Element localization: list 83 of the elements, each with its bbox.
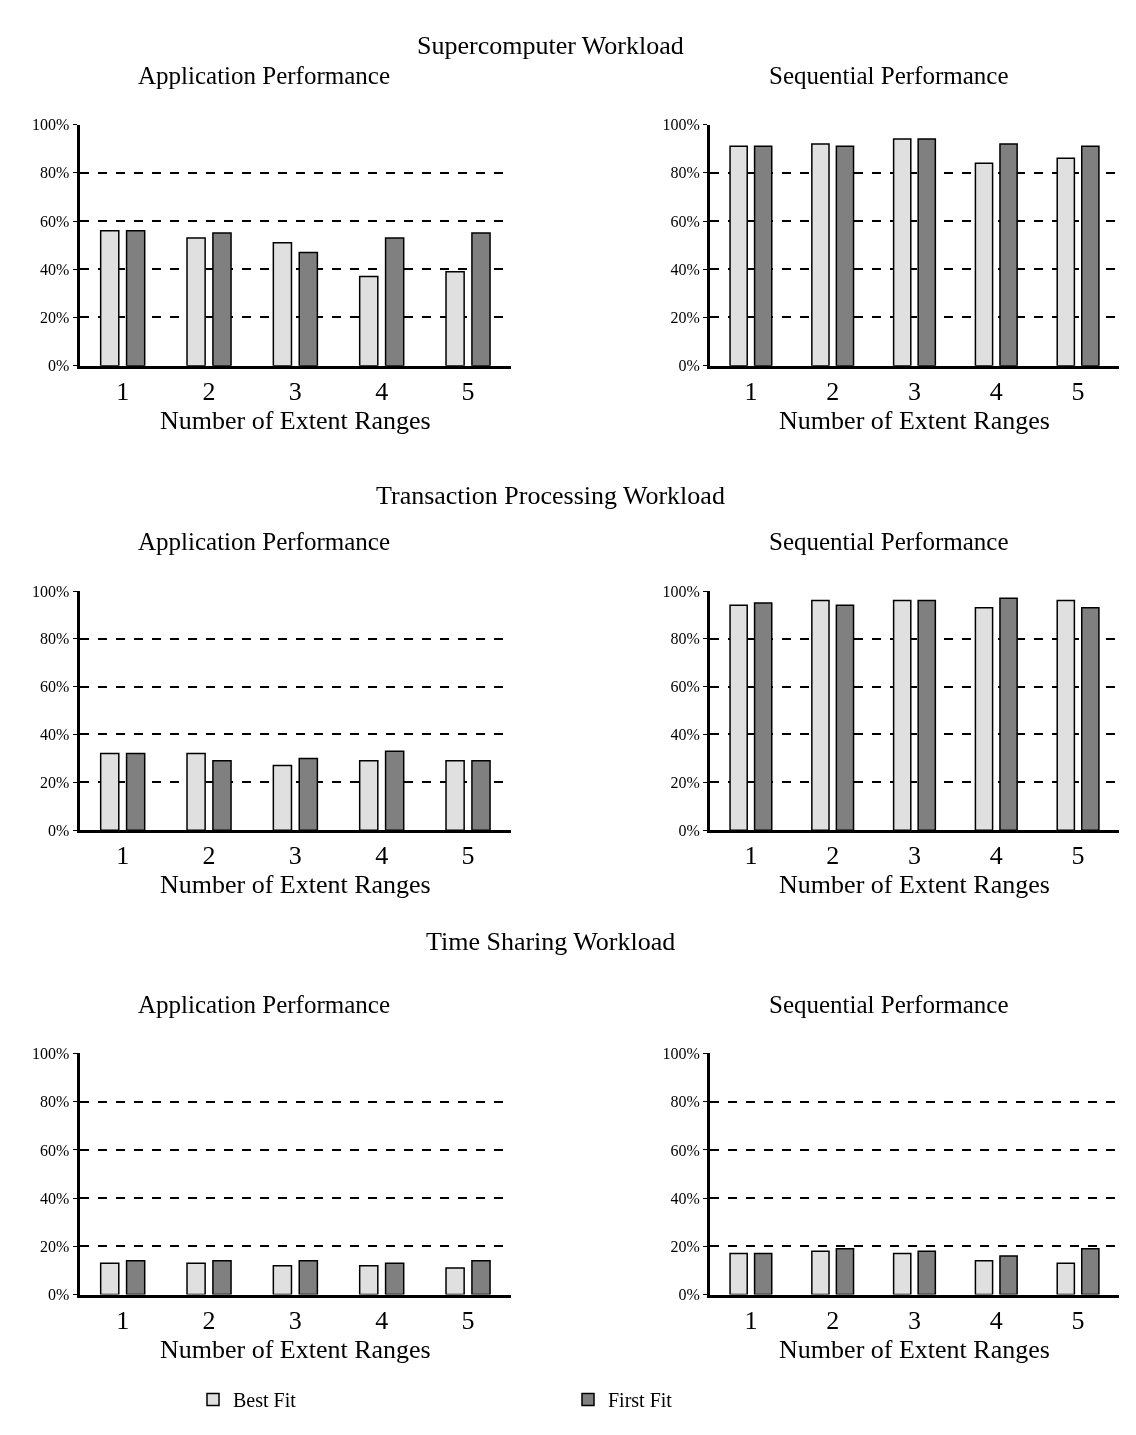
x-tick-label: 1: [116, 1305, 130, 1335]
legend-label: First Fit: [608, 1389, 673, 1412]
y-tick-label: 80%: [670, 1093, 700, 1111]
y-tick-label: 80%: [39, 164, 70, 182]
y-tick-label: 40%: [39, 1189, 70, 1207]
y-tick-label: 60%: [670, 1141, 700, 1159]
legend-label: Best Fit: [233, 1389, 297, 1412]
x-axis-title: Number of Extent Ranges: [159, 870, 431, 900]
y-tick-label: 0%: [47, 821, 70, 839]
y-tick-label: 0%: [47, 1286, 70, 1304]
y-tick-label: 20%: [670, 773, 700, 791]
y-tick-label: 0%: [678, 1286, 700, 1304]
y-tick-label: 60%: [670, 212, 700, 230]
y-tick-label: 80%: [670, 164, 700, 182]
y-tick-label: 0%: [678, 357, 700, 375]
y-tick-label: 100%: [31, 116, 70, 134]
x-tick-label: 3: [288, 376, 302, 406]
y-tick-label: 20%: [39, 309, 70, 327]
chart-title: Application Performance: [138, 991, 390, 1018]
y-tick-label: 100%: [662, 582, 700, 600]
x-tick-label: 1: [744, 841, 758, 871]
y-tick-label: 80%: [39, 1093, 70, 1111]
x-tick-label: 4: [375, 1305, 389, 1335]
x-tick-label: 3: [907, 376, 921, 406]
y-tick-label: 40%: [670, 260, 700, 278]
x-tick-label: 5: [461, 1305, 475, 1335]
x-axis-title: Number of Extent Ranges: [159, 1334, 431, 1364]
x-tick-label: 1: [116, 376, 130, 406]
x-tick-label: 4: [989, 1305, 1003, 1335]
chart-title: Application Performance: [138, 62, 390, 89]
y-tick-label: 20%: [39, 773, 70, 791]
y-tick-label: 40%: [39, 260, 70, 278]
x-tick-label: 5: [1071, 841, 1085, 871]
y-tick-label: 20%: [39, 1237, 70, 1255]
x-tick-label: 4: [989, 376, 1003, 406]
y-tick-label: 100%: [662, 116, 700, 134]
x-axis-title: Number of Extent Ranges: [779, 1334, 1050, 1364]
y-tick-label: 60%: [39, 678, 70, 696]
x-tick-label: 4: [989, 841, 1003, 871]
text: Time Sharing Workload: [426, 927, 676, 956]
x-tick-label: 5: [1071, 376, 1085, 406]
x-tick-label: 3: [288, 1305, 302, 1335]
y-tick-label: 100%: [31, 582, 70, 600]
text: Transaction Processing Workload: [376, 481, 725, 510]
chart-title: Sequential Performance: [769, 528, 1009, 555]
y-tick-label: 80%: [39, 630, 70, 648]
y-tick-label: 0%: [678, 821, 700, 839]
x-tick-label: 4: [375, 376, 389, 406]
x-axis-title: Number of Extent Ranges: [779, 870, 1050, 900]
x-axis-title: Number of Extent Ranges: [779, 405, 1050, 435]
y-tick-label: 80%: [670, 630, 700, 648]
x-tick-label: 1: [744, 376, 758, 406]
x-tick-label: 2: [826, 1305, 840, 1335]
x-tick-label: 3: [907, 1305, 921, 1335]
chart-title: Application Performance: [138, 528, 390, 555]
x-tick-label: 3: [907, 841, 921, 871]
x-tick-label: 3: [288, 841, 302, 871]
text: Supercomputer Workload: [417, 31, 684, 60]
y-tick-label: 60%: [670, 678, 700, 696]
x-tick-label: 5: [1071, 1305, 1085, 1335]
y-tick-label: 100%: [31, 1045, 70, 1063]
y-tick-label: 100%: [662, 1045, 700, 1063]
y-tick-label: 60%: [39, 1141, 70, 1159]
x-tick-label: 2: [202, 841, 216, 871]
chart-title: Sequential Performance: [769, 991, 1009, 1018]
x-tick-label: 5: [461, 376, 475, 406]
x-tick-label: 4: [375, 841, 389, 871]
y-tick-label: 60%: [39, 212, 70, 230]
x-tick-label: 5: [461, 841, 475, 871]
y-tick-label: 0%: [47, 357, 70, 375]
x-tick-label: 2: [826, 841, 840, 871]
chart-title: Sequential Performance: [769, 62, 1009, 89]
x-tick-label: 1: [744, 1305, 758, 1335]
x-tick-label: 2: [202, 376, 216, 406]
y-tick-label: 40%: [39, 726, 70, 744]
x-tick-label: 1: [116, 841, 130, 871]
x-tick-label: 2: [826, 376, 840, 406]
y-tick-label: 20%: [670, 309, 700, 327]
x-axis-title: Number of Extent Ranges: [159, 405, 431, 435]
y-tick-label: 40%: [670, 726, 700, 744]
x-tick-label: 2: [202, 1305, 216, 1335]
y-tick-label: 40%: [670, 1189, 700, 1207]
y-tick-label: 20%: [670, 1237, 700, 1255]
